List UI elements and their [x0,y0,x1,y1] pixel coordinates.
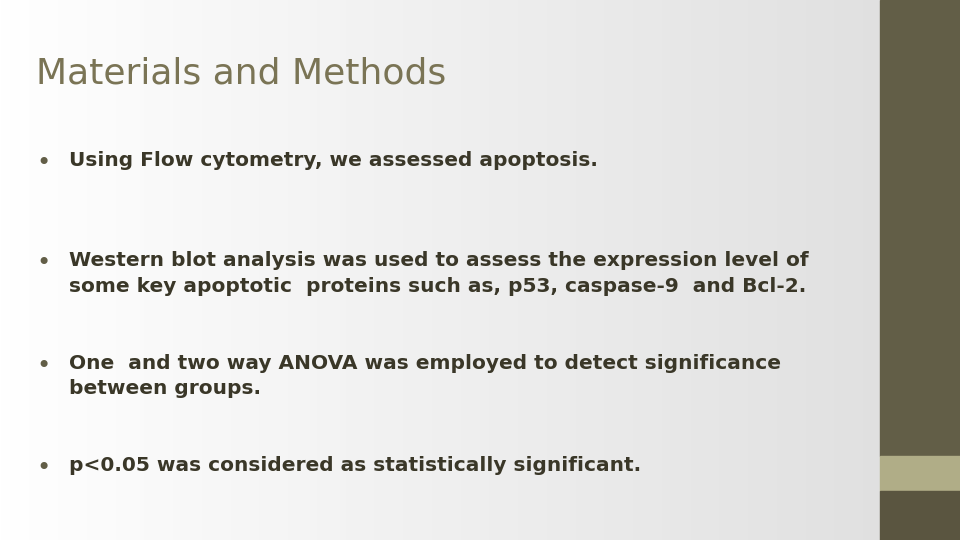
Text: One  and two way ANOVA was employed to detect significance
between groups.: One and two way ANOVA was employed to de… [69,354,781,399]
Bar [880,0,960,456]
Bar [880,456,960,491]
Text: •: • [36,151,51,175]
Text: •: • [36,354,51,377]
Text: p<0.05 was considered as statistically significant.: p<0.05 was considered as statistically s… [69,456,641,475]
Text: •: • [36,251,51,275]
Text: Western blot analysis was used to assess the expression level of
some key apopto: Western blot analysis was used to assess… [69,251,808,296]
Text: Using Flow cytometry, we assessed apoptosis.: Using Flow cytometry, we assessed apopto… [69,151,598,170]
Text: •: • [36,456,51,480]
Bar [880,491,960,540]
Text: Materials and Methods: Materials and Methods [36,57,446,91]
